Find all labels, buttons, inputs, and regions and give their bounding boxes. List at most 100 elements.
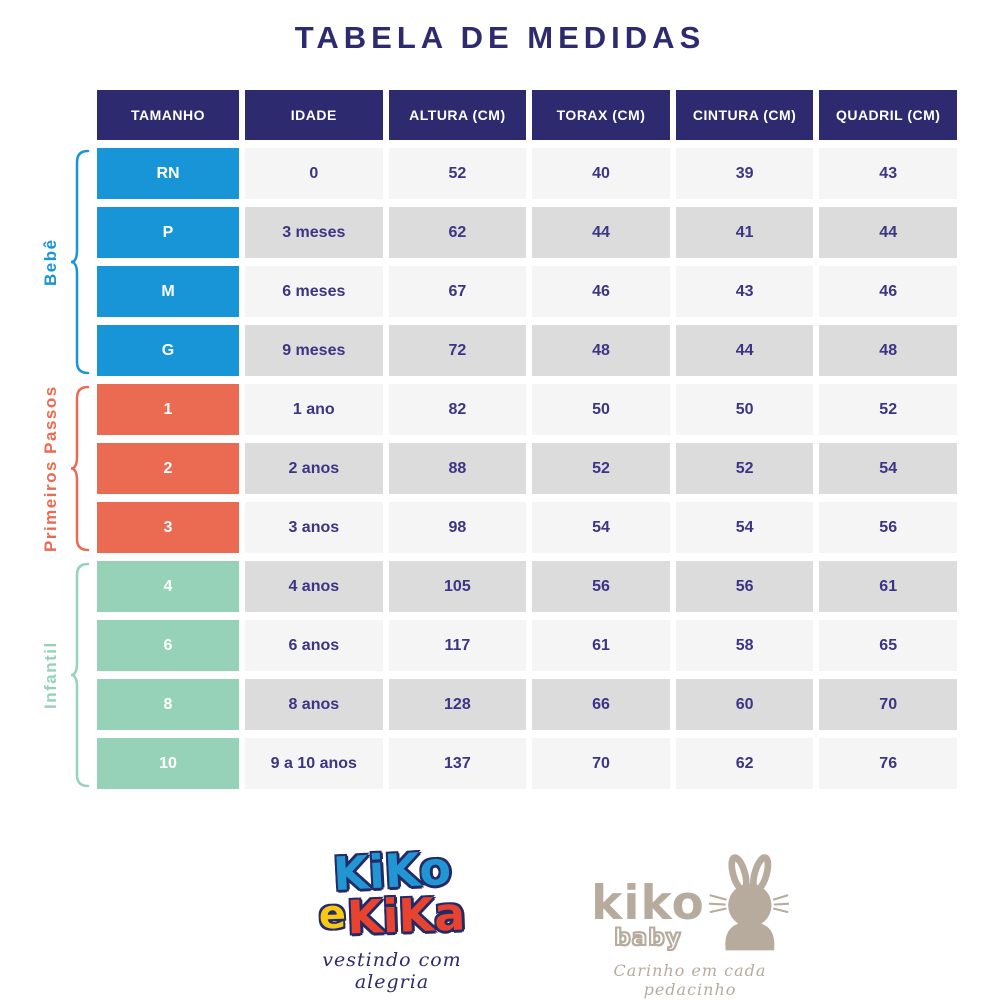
data-cell: 3 meses [245, 207, 383, 258]
measurements-table: TAMANHO IDADE ALTURA (CM) TORAX (CM) CINTURA… [97, 90, 957, 797]
data-cell: 44 [532, 207, 670, 258]
kiko-baby-sub-wordmark: baby [613, 924, 682, 952]
data-cell: 66 [532, 679, 670, 730]
column-header-3: TORAX (CM) [532, 90, 670, 140]
data-cell: 43 [819, 148, 957, 199]
data-cell: 48 [819, 325, 957, 376]
kika-wordmark-line: eKiKa [291, 887, 492, 945]
data-cell: 9 a 10 anos [245, 738, 383, 789]
table-body: RN 0 52 40 39 43 P 3 meses 62 44 41 44 M 6 meses 67 46 4… [97, 148, 957, 789]
data-cell: 41 [675, 207, 814, 258]
group-label-0: Bebê [41, 238, 60, 286]
data-cell: 9 meses [245, 325, 383, 376]
data-cell: 62 [388, 207, 527, 258]
data-cell: 0 [245, 148, 383, 199]
data-cell: 54 [819, 443, 957, 494]
kiko-e-kika-logo: KiKo eKiKa vestindo com alegria [291, 841, 492, 993]
data-cell: 43 [675, 266, 814, 317]
kiko-baby-wordmark: kiko [591, 875, 705, 931]
data-cell: 128 [388, 679, 527, 730]
data-cell: 67 [388, 266, 527, 317]
size-cell: M [97, 266, 239, 317]
data-cell: 56 [819, 502, 957, 553]
data-cell: 6 anos [245, 620, 383, 671]
kiko-baby-tagline: Carinho em cada pedacinho [613, 961, 767, 999]
data-cell: 60 [675, 679, 814, 730]
data-cell: 44 [819, 207, 957, 258]
size-cell: 1 [97, 384, 239, 435]
column-header-4: CINTURA (CM) [675, 90, 814, 140]
data-cell: 50 [675, 384, 814, 435]
conjunction-e: e [318, 891, 347, 939]
data-cell: 52 [388, 148, 527, 199]
data-cell: 88 [388, 443, 527, 494]
column-header-0: TAMANHO [97, 90, 239, 140]
data-cell: 48 [532, 325, 670, 376]
kika-wordmark: KiKa [346, 886, 467, 945]
data-cell: 3 anos [245, 502, 383, 553]
kiko-baby-logo: kiko baby [575, 852, 805, 999]
data-cell: 8 anos [245, 679, 383, 730]
data-cell: 52 [675, 443, 814, 494]
size-cell: 10 [97, 738, 239, 789]
data-cell: 105 [388, 561, 527, 612]
column-header-5: QUADRIL (CM) [819, 90, 957, 140]
group-label-2: Infantil [41, 641, 60, 709]
size-cell: 4 [97, 561, 239, 612]
data-cell: 40 [532, 148, 670, 199]
kiko-e-kika-tagline: vestindo com alegria [322, 949, 462, 993]
data-cell: 1 ano [245, 384, 383, 435]
data-cell: 54 [532, 502, 670, 553]
column-header-1: IDADE [245, 90, 383, 140]
data-cell: 82 [388, 384, 527, 435]
data-cell: 61 [819, 561, 957, 612]
data-cell: 137 [388, 738, 527, 789]
table-row: 10 9 a 10 anos 137 70 62 76 [97, 738, 957, 789]
data-cell: 56 [532, 561, 670, 612]
table-row: RN 0 52 40 39 43 [97, 148, 957, 199]
data-cell: 46 [819, 266, 957, 317]
data-cell: 117 [388, 620, 527, 671]
group-brace-icon [70, 148, 94, 376]
data-cell: 4 anos [245, 561, 383, 612]
size-cell: RN [97, 148, 239, 199]
size-cell: 8 [97, 679, 239, 730]
data-cell: 72 [388, 325, 527, 376]
group-brace-icon [70, 384, 94, 553]
size-cell: P [97, 207, 239, 258]
page-title: TABELA DE MEDIDAS [294, 20, 706, 55]
data-cell: 54 [675, 502, 814, 553]
size-cell: 3 [97, 502, 239, 553]
bunny-icon [707, 852, 790, 957]
data-cell: 52 [532, 443, 670, 494]
data-cell: 52 [819, 384, 957, 435]
data-cell: 70 [532, 738, 670, 789]
data-cell: 65 [819, 620, 957, 671]
data-cell: 62 [675, 738, 814, 789]
column-header-2: ALTURA (CM) [388, 90, 527, 140]
data-cell: 61 [532, 620, 670, 671]
size-cell: 2 [97, 443, 239, 494]
data-cell: 46 [532, 266, 670, 317]
data-cell: 39 [675, 148, 814, 199]
data-cell: 70 [819, 679, 957, 730]
group-brace-icon [70, 561, 94, 789]
data-cell: 58 [675, 620, 814, 671]
size-cell: 6 [97, 620, 239, 671]
data-cell: 44 [675, 325, 814, 376]
data-cell: 56 [675, 561, 814, 612]
data-cell: 6 meses [245, 266, 383, 317]
size-cell: G [97, 325, 239, 376]
data-cell: 98 [388, 502, 527, 553]
data-cell: 76 [819, 738, 957, 789]
group-label-1: Primeiros Passos [41, 385, 60, 552]
